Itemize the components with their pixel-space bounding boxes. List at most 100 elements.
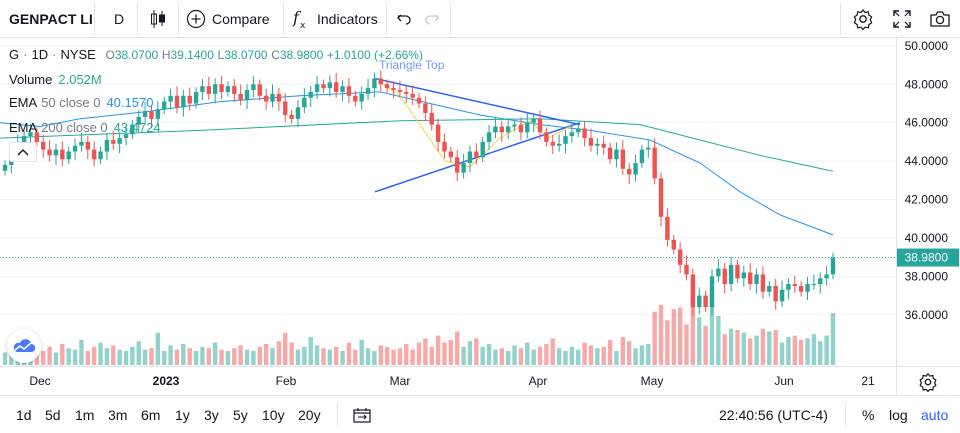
volume-bar (384, 346, 390, 365)
candle-body (41, 141, 46, 150)
price-tick-label: 44.0000 (905, 154, 949, 168)
range-1m-button[interactable]: 1m (75, 407, 95, 423)
candle-body (308, 91, 313, 98)
volume-bar (830, 313, 836, 365)
range-10y-button[interactable]: 10y (262, 407, 285, 423)
candle-body (193, 91, 199, 104)
volume-bar (607, 339, 613, 365)
indicators-button[interactable]: f x Indicators (292, 0, 378, 38)
volume-bar (334, 346, 339, 365)
volume-bar (748, 338, 753, 365)
candle-body (187, 95, 192, 104)
candle-body (569, 132, 575, 137)
range-1d-button[interactable]: 1d (16, 407, 32, 423)
candle-body (378, 78, 383, 85)
percent-scale-button[interactable]: % (862, 407, 875, 423)
candle-body (270, 93, 275, 102)
range-5d-button[interactable]: 5d (45, 407, 61, 423)
candle-body (53, 149, 59, 156)
snapshot-button[interactable] (928, 0, 952, 38)
goto-date-button[interactable] (353, 396, 373, 433)
candle-body (410, 93, 415, 98)
volume-bar (340, 351, 345, 365)
candle-body (499, 126, 504, 133)
legend-ema200[interactable]: EMA 200 close 0 43.4724 (9, 120, 161, 135)
candle-body (302, 97, 307, 108)
range-6m-button[interactable]: 6m (141, 407, 161, 423)
volume-bar (295, 349, 301, 365)
volume-bar (550, 338, 555, 365)
volume-bar (429, 346, 434, 365)
candle-body (512, 124, 517, 127)
pattern-trendline[interactable] (374, 77, 581, 126)
volume-bar (174, 349, 180, 365)
volume-bar (123, 351, 129, 365)
volume-bar (620, 337, 626, 365)
volume-bar (2, 352, 8, 365)
candle-body (633, 163, 638, 175)
ema200-line (0, 118, 834, 172)
candle-body (384, 84, 390, 89)
toolbar-divider (178, 3, 179, 35)
time-axis[interactable]: Dec 2023 Feb Mar Apr May Jun 21 (0, 366, 960, 396)
volume-bar (41, 351, 46, 365)
range-1y-button[interactable]: 1y (175, 407, 190, 423)
candle-body (321, 84, 326, 89)
compare-button[interactable]: Compare (186, 0, 270, 38)
chart-pane[interactable]: 50.0000 48.0000 46.0000 44.0000 42.0000 40.00… (0, 38, 960, 366)
volume-bar (155, 332, 161, 365)
volume-bar (79, 339, 84, 365)
volume-bar (512, 345, 517, 365)
volume-bar (805, 338, 810, 365)
volume-bar (289, 342, 294, 365)
volume-bar (556, 348, 562, 365)
range-20y-button[interactable]: 20y (298, 407, 321, 423)
volume-bar (595, 348, 600, 365)
candle-body (397, 90, 403, 92)
volume-bar (104, 348, 110, 365)
undo-button[interactable] (394, 0, 414, 38)
interval-button[interactable]: D (113, 11, 125, 27)
redo-button[interactable] (422, 0, 442, 38)
candle-body (448, 151, 454, 158)
settings-button[interactable] (851, 0, 875, 38)
volume-bar (53, 352, 59, 365)
volume-bar (697, 317, 702, 365)
volume-bar (779, 342, 785, 365)
volume-bar (480, 346, 485, 365)
price-chart[interactable]: 50.0000 48.0000 46.0000 44.0000 42.0000 40.00… (0, 38, 960, 366)
time-label-2023: 2023 (153, 374, 180, 388)
candle-body (276, 93, 282, 102)
candle-body (722, 268, 727, 285)
range-3m-button[interactable]: 3m (108, 407, 128, 423)
pattern-label: Triangle Top (379, 58, 445, 72)
candle-body (149, 111, 154, 119)
symbol-search-button[interactable]: GENPACT LI (9, 11, 93, 27)
chart-grid (0, 45, 896, 316)
volume-bar (206, 348, 212, 365)
volume-bar (741, 332, 747, 365)
candle-body (136, 116, 141, 125)
volume-bar (588, 345, 594, 365)
range-5y-button[interactable]: 5y (233, 407, 248, 423)
volume-bar (760, 328, 766, 365)
legend-volume[interactable]: Volume 2.052M (9, 72, 102, 87)
range-3y-button[interactable]: 3y (204, 407, 219, 423)
candle-body (588, 138, 594, 146)
price-tick-label: 38.0000 (905, 269, 949, 283)
volume-bar (658, 304, 664, 365)
candle-body (461, 163, 466, 173)
chart-type-button[interactable] (146, 0, 170, 38)
fullscreen-button[interactable] (890, 0, 914, 38)
volume-bar (378, 345, 383, 365)
toolbar-divider (283, 3, 284, 35)
axis-settings-button[interactable] (918, 372, 938, 393)
tradingview-logo-button[interactable] (7, 329, 41, 363)
candle-body (162, 101, 167, 110)
log-scale-button[interactable]: log (889, 407, 908, 423)
auto-scale-button[interactable]: auto (921, 407, 949, 423)
clock-timezone-button[interactable]: 22:40:56 (UTC-4) (719, 407, 828, 423)
legend-ema50[interactable]: EMA 50 close 0 40.1570 (9, 95, 153, 110)
candle-body (525, 122, 530, 133)
collapse-legend-button[interactable] (9, 142, 37, 162)
